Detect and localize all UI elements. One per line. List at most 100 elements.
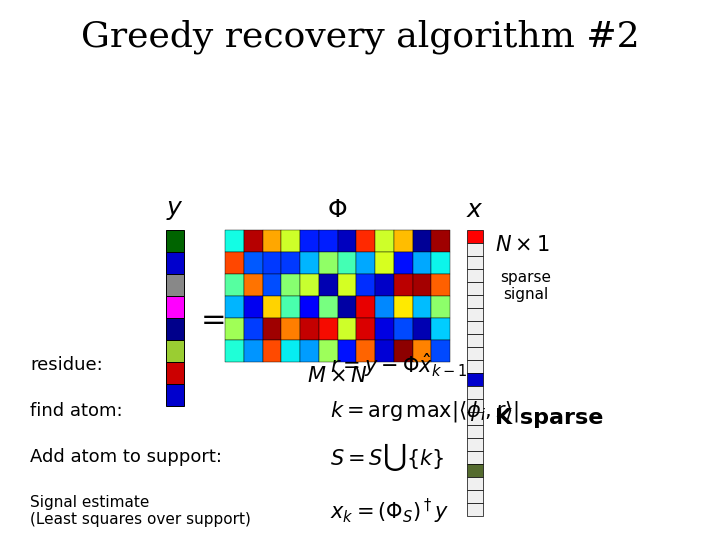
Bar	[467, 464, 483, 477]
Bar	[338, 274, 356, 296]
Bar	[356, 318, 375, 340]
Bar	[394, 296, 413, 318]
Bar	[225, 340, 244, 362]
Bar	[166, 230, 184, 252]
Bar	[263, 296, 282, 318]
Bar	[467, 334, 483, 347]
Bar	[263, 252, 282, 274]
Bar	[282, 340, 300, 362]
Bar	[225, 230, 244, 252]
Bar	[244, 230, 263, 252]
Bar	[356, 340, 375, 362]
Text: find atom:: find atom:	[30, 402, 122, 420]
Bar	[166, 384, 184, 406]
Bar	[467, 412, 483, 425]
Bar	[263, 230, 282, 252]
Bar	[319, 318, 338, 340]
Bar	[166, 274, 184, 296]
Bar	[300, 296, 319, 318]
Bar	[467, 243, 483, 256]
Bar	[413, 296, 431, 318]
Bar	[300, 318, 319, 340]
Bar	[244, 274, 263, 296]
Bar	[166, 340, 184, 362]
Bar	[356, 252, 375, 274]
Text: Add atom to support:: Add atom to support:	[30, 448, 222, 466]
Bar	[244, 318, 263, 340]
Bar	[467, 347, 483, 360]
Bar	[319, 274, 338, 296]
Bar	[467, 503, 483, 516]
Bar	[166, 296, 184, 318]
Bar	[300, 230, 319, 252]
Text: K sparse: K sparse	[495, 408, 603, 429]
Text: $x_k = (\Phi_S)^\dagger y$: $x_k = (\Phi_S)^\dagger y$	[330, 496, 449, 525]
Text: $x$: $x$	[466, 199, 484, 222]
Text: $N \times 1$: $N \times 1$	[495, 235, 549, 255]
Bar	[467, 425, 483, 438]
Text: $k = \arg\max|\langle\phi_i, r\rangle|$: $k = \arg\max|\langle\phi_i, r\rangle|$	[330, 399, 518, 423]
Bar	[413, 274, 431, 296]
Bar	[467, 399, 483, 412]
Bar	[394, 340, 413, 362]
Bar	[431, 340, 450, 362]
Bar	[375, 252, 394, 274]
Bar	[467, 490, 483, 503]
Bar	[467, 451, 483, 464]
Bar	[319, 340, 338, 362]
Bar	[467, 295, 483, 308]
Bar	[282, 230, 300, 252]
Bar	[338, 252, 356, 274]
Bar	[244, 296, 263, 318]
Bar	[394, 274, 413, 296]
Bar	[431, 230, 450, 252]
Text: Greedy recovery algorithm #2: Greedy recovery algorithm #2	[81, 20, 639, 55]
Text: sparse
signal: sparse signal	[500, 270, 551, 302]
Bar	[375, 274, 394, 296]
Bar	[338, 296, 356, 318]
Bar	[282, 318, 300, 340]
Bar	[375, 318, 394, 340]
Bar	[319, 252, 338, 274]
Bar	[356, 274, 375, 296]
Bar	[467, 308, 483, 321]
Bar	[467, 360, 483, 373]
Bar	[244, 340, 263, 362]
Text: $y$: $y$	[166, 199, 184, 222]
Bar	[467, 230, 483, 243]
Bar	[300, 274, 319, 296]
Bar	[263, 340, 282, 362]
Bar	[394, 318, 413, 340]
Bar	[413, 318, 431, 340]
Text: $S = S\bigcup\{k\}$: $S = S\bigcup\{k\}$	[330, 441, 444, 473]
Bar	[413, 230, 431, 252]
Bar	[431, 318, 450, 340]
Bar	[263, 274, 282, 296]
Bar	[244, 252, 263, 274]
Bar	[319, 230, 338, 252]
Bar	[467, 438, 483, 451]
Bar	[225, 318, 244, 340]
Bar	[467, 269, 483, 282]
Bar	[225, 252, 244, 274]
Text: $M \times N$: $M \times N$	[307, 366, 368, 386]
Bar	[356, 296, 375, 318]
Bar	[225, 274, 244, 296]
Text: $=$: $=$	[195, 302, 225, 334]
Bar	[375, 296, 394, 318]
Bar	[338, 230, 356, 252]
Bar	[394, 230, 413, 252]
Bar	[431, 296, 450, 318]
Bar	[413, 252, 431, 274]
Bar	[467, 386, 483, 399]
Bar	[263, 318, 282, 340]
Text: residue:: residue:	[30, 356, 103, 374]
Bar	[467, 321, 483, 334]
Bar	[467, 282, 483, 295]
Bar	[375, 230, 394, 252]
Text: $\Phi$: $\Phi$	[328, 199, 348, 222]
Bar	[467, 373, 483, 386]
Bar	[300, 252, 319, 274]
Bar	[394, 252, 413, 274]
Bar	[338, 340, 356, 362]
